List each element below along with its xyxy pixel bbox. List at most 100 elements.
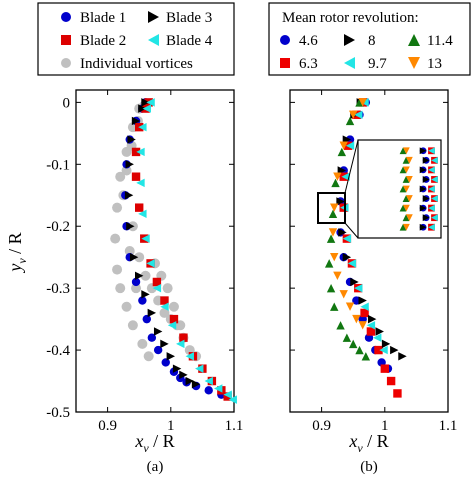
data-point-8 (350, 277, 359, 287)
x-tick-label: 1 (167, 418, 175, 434)
zoom-region-box (317, 192, 346, 224)
y-tick-label: -0.2 (46, 219, 70, 235)
data-point-9-7 (347, 259, 357, 268)
data-point-13 (345, 302, 355, 311)
panel-b-x-label-den: / R (363, 431, 389, 451)
inset-point-8 (419, 223, 427, 231)
data-point-blade-4 (185, 352, 194, 361)
inset-point-13 (402, 223, 410, 231)
data-point-13 (333, 172, 342, 181)
data-point-individual-vortices (124, 246, 135, 256)
data-point-6-3 (360, 308, 369, 318)
inset-point-11-4 (399, 223, 407, 231)
data-point-blade-3 (125, 160, 134, 169)
data-point-13 (349, 110, 358, 119)
panel-b-label: (b) (360, 459, 378, 475)
data-point-4-6 (352, 296, 361, 305)
data-point-blade-4 (160, 302, 169, 311)
inset-point-8 (422, 176, 430, 183)
data-point-13 (330, 252, 339, 262)
data-point-blade-3 (153, 327, 163, 336)
data-point-individual-vortices (127, 320, 138, 331)
data-point-11-4 (355, 345, 364, 355)
data-point-blade-3 (141, 290, 150, 299)
data-point-blade-3 (141, 98, 150, 107)
data-point-individual-vortices (134, 252, 145, 263)
panel-a-y-axis-label: yv / R (5, 232, 29, 273)
data-point-blade-4 (136, 147, 145, 157)
inset-point-9-7 (431, 156, 438, 164)
zoom-connector-bottom (344, 222, 359, 239)
panel-b-legend-box (268, 2, 471, 76)
data-point-blade-3 (127, 135, 136, 144)
inset-point-11-4 (399, 185, 407, 193)
inset-point-13 (402, 166, 410, 174)
data-point-11-4 (349, 339, 358, 349)
data-point-blade-2 (131, 147, 141, 157)
legend-marker-rev-13 (408, 57, 420, 69)
data-point-13 (352, 314, 361, 324)
inset-point-8 (419, 185, 427, 193)
panel-a-ticks: 0.9 1 1.1 0 -0.1 -0.2 -0.3 -0.4 -0.5 (46, 90, 243, 434)
inset-point-11-4 (399, 147, 407, 155)
x-tick-label: 0.9 (312, 418, 331, 434)
y-tick-label: -0.1 (46, 157, 70, 173)
inset-point-13 (402, 185, 410, 193)
data-point-blade-3 (166, 352, 175, 361)
legend-marker-rev-8 (344, 34, 355, 46)
data-point-individual-vortices (112, 202, 123, 213)
data-point-blade-3 (179, 370, 188, 380)
legend-label-rev-13: 13 (427, 56, 442, 72)
data-point-blade-3 (124, 191, 134, 200)
x-tick-label: 1.1 (225, 418, 244, 434)
y-tick-label: -0.3 (46, 281, 70, 297)
data-point-11-4 (326, 234, 336, 243)
data-point-11-4 (331, 178, 340, 188)
data-point-blade-1 (142, 314, 151, 324)
data-point-11-4 (355, 98, 364, 107)
data-point-9-7 (373, 333, 382, 342)
data-point-11-4 (328, 209, 338, 219)
panel-b-axes-frame (289, 89, 449, 413)
inset-point-13 (402, 204, 410, 212)
data-point-individual-vortices (162, 283, 173, 294)
y-tick-label: 0 (63, 95, 71, 111)
panel-b-ticks: 0.9 1 1.1 (290, 90, 457, 434)
data-point-blade-2 (169, 314, 179, 324)
data-point-13 (339, 290, 348, 299)
inset-point-9-7 (428, 147, 435, 155)
data-point-blade-3 (126, 222, 135, 231)
panel-a-y-label-den: / R (5, 232, 25, 258)
data-point-9-7 (345, 141, 355, 150)
inset-point-13 (405, 195, 413, 202)
inset-point-11-4 (402, 176, 410, 183)
data-point-6-3 (393, 389, 402, 398)
data-point-9-7 (354, 283, 363, 293)
data-point-individual-vortices (137, 338, 148, 349)
inset-point-8 (422, 214, 430, 222)
data-point-blade-4 (152, 283, 162, 293)
data-point-6-3 (386, 376, 396, 386)
data-point-11-4 (345, 116, 355, 126)
data-point-8 (381, 339, 391, 349)
data-point-blade-3 (160, 339, 169, 349)
inset-point-9-7 (431, 214, 438, 222)
legend-label-rev-6-3: 6.3 (299, 56, 318, 72)
data-point-individual-vortices (115, 283, 126, 294)
data-point-6-3 (380, 364, 389, 373)
legend-marker-rev-9-7 (344, 57, 355, 69)
inset-point-11-4 (399, 166, 407, 174)
panel-b-legend: Mean rotor revolution: 4.6 8 11.4 6.3 9.… (280, 10, 453, 72)
data-point-11-4 (324, 259, 334, 268)
panel-b-x-axis-label: xv / R (348, 431, 388, 455)
y-tick-label: -0.4 (46, 343, 70, 359)
inset-point-11-4 (402, 156, 410, 164)
panel-b-x-label-sub: v (357, 441, 363, 455)
panel-a-data-points (110, 98, 237, 404)
legend-label-rev-8: 8 (368, 33, 376, 49)
data-point-6-3 (366, 327, 376, 336)
data-point-8 (398, 352, 407, 361)
data-point-6-3 (374, 345, 383, 355)
data-point-individual-vortices (168, 301, 179, 312)
